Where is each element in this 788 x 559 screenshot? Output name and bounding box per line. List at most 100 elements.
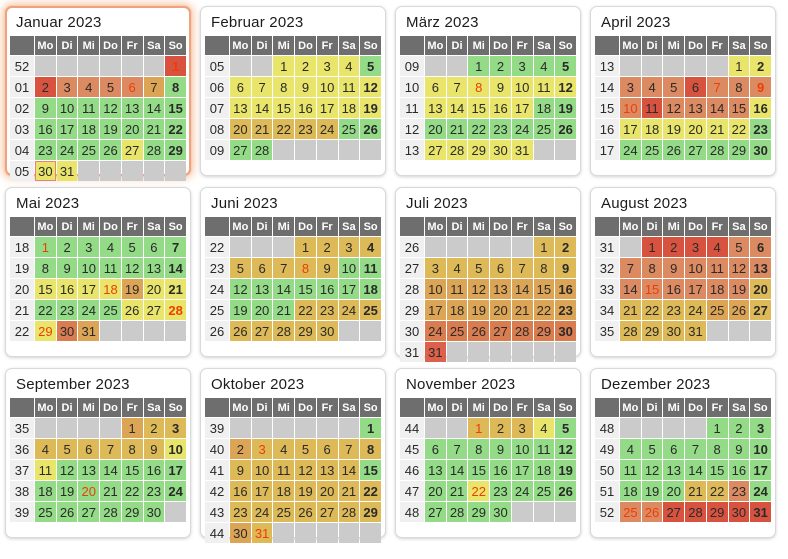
day-cell[interactable]: 12 <box>121 258 143 278</box>
day-cell[interactable]: 29 <box>295 321 316 341</box>
day-cell[interactable]: 6 <box>663 439 685 459</box>
day-cell[interactable]: 8 <box>641 258 663 278</box>
day-cell[interactable]: 30 <box>35 161 56 181</box>
day-cell[interactable]: 20 <box>251 300 273 320</box>
day-cell[interactable]: 20 <box>230 119 251 139</box>
day-cell[interactable]: 10 <box>750 439 771 459</box>
day-cell[interactable]: 28 <box>446 140 468 160</box>
day-cell[interactable]: 30 <box>143 502 165 522</box>
day-cell[interactable]: 4 <box>35 439 56 459</box>
day-cell[interactable]: 7 <box>165 237 186 257</box>
day-cell[interactable]: 11 <box>100 258 121 278</box>
day-cell[interactable]: 19 <box>663 119 685 139</box>
day-cell[interactable]: 15 <box>728 98 750 118</box>
day-cell[interactable]: 24 <box>251 502 273 522</box>
day-cell[interactable]: 22 <box>533 300 555 320</box>
day-cell[interactable]: 9 <box>555 258 576 278</box>
day-cell[interactable]: 23 <box>316 300 338 320</box>
day-cell[interactable]: 9 <box>143 439 165 459</box>
day-cell[interactable]: 4 <box>620 439 641 459</box>
day-cell[interactable]: 22 <box>165 119 186 139</box>
day-cell[interactable]: 26 <box>56 502 78 522</box>
day-cell[interactable]: 10 <box>685 258 706 278</box>
day-cell[interactable]: 6 <box>143 237 165 257</box>
day-cell[interactable]: 11 <box>35 460 56 480</box>
day-cell[interactable]: 9 <box>230 460 251 480</box>
day-cell[interactable]: 26 <box>641 502 663 522</box>
day-cell[interactable]: 8 <box>706 439 728 459</box>
day-cell[interactable]: 4 <box>360 237 381 257</box>
day-cell[interactable]: 28 <box>685 502 706 522</box>
day-cell[interactable]: 17 <box>511 98 533 118</box>
day-cell[interactable]: 27 <box>663 502 685 522</box>
day-cell[interactable]: 29 <box>468 502 490 522</box>
day-cell[interactable]: 25 <box>641 140 663 160</box>
day-cell[interactable]: 18 <box>78 119 100 139</box>
day-cell[interactable]: 17 <box>56 119 78 139</box>
day-cell[interactable]: 12 <box>56 460 78 480</box>
day-cell[interactable]: 8 <box>468 77 490 97</box>
day-cell[interactable]: 16 <box>230 481 251 501</box>
day-cell[interactable]: 12 <box>555 439 576 459</box>
day-cell[interactable]: 14 <box>251 98 273 118</box>
day-cell[interactable]: 12 <box>728 258 750 278</box>
day-cell[interactable]: 14 <box>165 258 186 278</box>
day-cell[interactable]: 17 <box>78 279 100 299</box>
day-cell[interactable]: 9 <box>56 258 78 278</box>
day-cell[interactable]: 25 <box>100 300 121 320</box>
day-cell[interactable]: 18 <box>273 481 295 501</box>
day-cell[interactable]: 21 <box>685 481 706 501</box>
day-cell[interactable]: 4 <box>706 237 728 257</box>
day-cell[interactable]: 28 <box>273 321 295 341</box>
day-cell[interactable]: 15 <box>165 98 186 118</box>
day-cell[interactable]: 13 <box>316 460 338 480</box>
day-cell[interactable]: 10 <box>338 258 360 278</box>
day-cell[interactable]: 14 <box>511 279 533 299</box>
day-cell[interactable]: 19 <box>56 481 78 501</box>
day-cell[interactable]: 7 <box>706 77 728 97</box>
day-cell[interactable]: 4 <box>100 237 121 257</box>
day-cell[interactable]: 24 <box>425 321 446 341</box>
day-cell[interactable]: 21 <box>100 481 121 501</box>
day-cell[interactable]: 19 <box>360 98 381 118</box>
day-cell[interactable]: 5 <box>555 56 576 76</box>
day-cell[interactable]: 5 <box>468 258 490 278</box>
day-cell[interactable]: 26 <box>360 119 381 139</box>
day-cell[interactable]: 1 <box>273 56 295 76</box>
day-cell[interactable]: 8 <box>533 258 555 278</box>
day-cell[interactable]: 18 <box>360 279 381 299</box>
day-cell[interactable]: 27 <box>685 140 706 160</box>
day-cell[interactable]: 10 <box>511 77 533 97</box>
day-cell[interactable]: 3 <box>338 237 360 257</box>
day-cell[interactable]: 29 <box>360 502 381 522</box>
day-cell[interactable]: 15 <box>706 460 728 480</box>
day-cell[interactable]: 2 <box>750 56 771 76</box>
day-cell[interactable]: 27 <box>143 300 165 320</box>
day-cell[interactable]: 26 <box>663 140 685 160</box>
day-cell[interactable]: 30 <box>230 523 251 543</box>
day-cell[interactable]: 15 <box>641 279 663 299</box>
day-cell[interactable]: 26 <box>555 481 576 501</box>
day-cell[interactable]: 11 <box>706 258 728 278</box>
day-cell[interactable]: 1 <box>728 56 750 76</box>
day-cell[interactable]: 28 <box>165 300 186 320</box>
day-cell[interactable]: 25 <box>446 321 468 341</box>
day-cell[interactable]: 11 <box>620 460 641 480</box>
day-cell[interactable]: 21 <box>446 481 468 501</box>
day-cell[interactable]: 20 <box>490 300 511 320</box>
day-cell[interactable]: 21 <box>446 119 468 139</box>
day-cell[interactable]: 15 <box>121 460 143 480</box>
day-cell[interactable]: 3 <box>316 56 338 76</box>
day-cell[interactable]: 7 <box>273 258 295 278</box>
day-cell[interactable]: 14 <box>446 98 468 118</box>
day-cell[interactable]: 29 <box>533 321 555 341</box>
day-cell[interactable]: 10 <box>620 98 641 118</box>
day-cell[interactable]: 16 <box>316 279 338 299</box>
day-cell[interactable]: 14 <box>446 460 468 480</box>
day-cell[interactable]: 5 <box>663 77 685 97</box>
day-cell[interactable]: 8 <box>295 258 316 278</box>
day-cell[interactable]: 23 <box>728 481 750 501</box>
day-cell[interactable]: 24 <box>338 300 360 320</box>
day-cell[interactable]: 29 <box>641 321 663 341</box>
day-cell[interactable]: 19 <box>468 300 490 320</box>
